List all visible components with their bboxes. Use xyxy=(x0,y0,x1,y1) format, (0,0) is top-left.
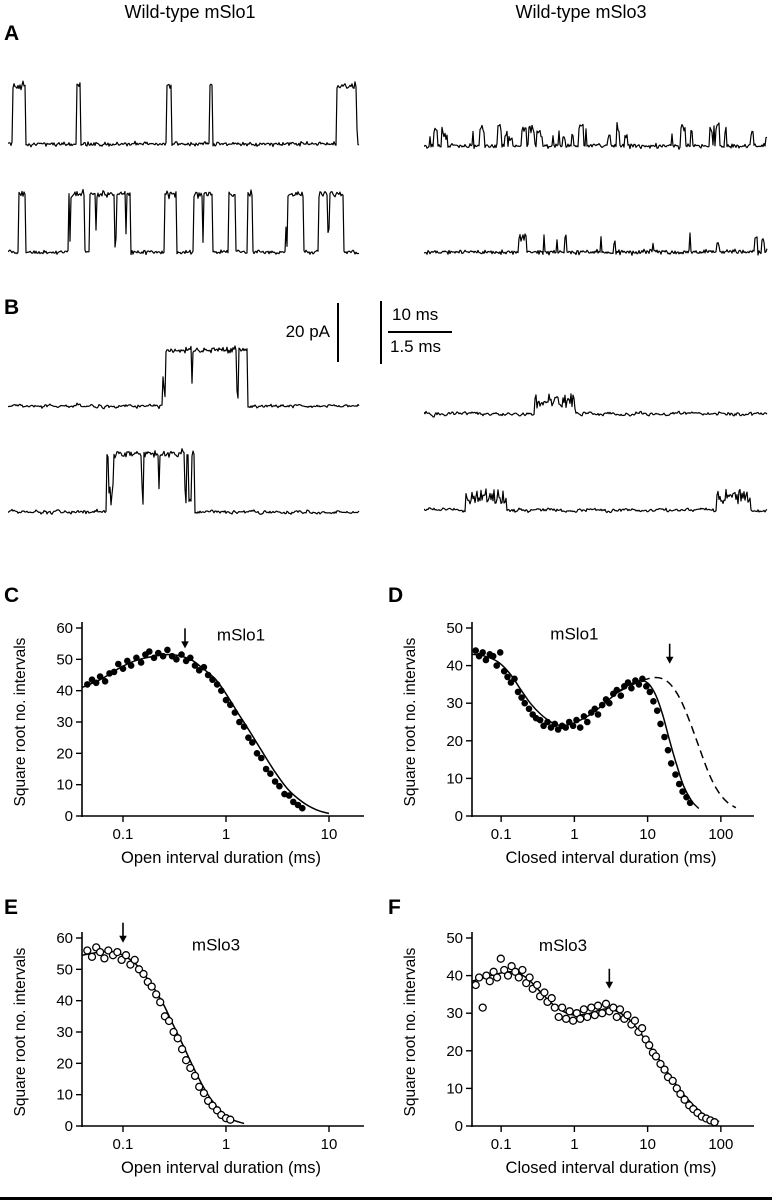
svg-text:60: 60 xyxy=(56,620,73,637)
svg-text:0.1: 0.1 xyxy=(491,1136,512,1153)
svg-text:50: 50 xyxy=(446,620,463,637)
mslo3-current-trace-2 xyxy=(424,232,768,256)
chart-mslo3-closed-histogram: 0 10 20 30 40 50 0.1 1 10 100 mSlo3 Closed interval… xyxy=(402,930,754,1177)
svg-text:30: 30 xyxy=(56,1024,73,1041)
svg-text:1: 1 xyxy=(222,1136,230,1153)
svg-text:40: 40 xyxy=(56,993,73,1010)
svg-text:10: 10 xyxy=(446,770,463,787)
mslo3-expanded-trace-2 xyxy=(424,488,768,514)
chart-mslo3-open-histogram: 0 10 20 30 40 50 60 0.1 1 10 mSlo3 Open interval du… xyxy=(12,922,364,1177)
svg-text:100: 100 xyxy=(708,826,733,843)
mslo1-current-trace-2 xyxy=(8,188,360,256)
svg-text:0.1: 0.1 xyxy=(491,826,512,843)
column-header-mslo3: Wild-type mSlo3 xyxy=(515,2,647,22)
current-scale-label: 20 pA xyxy=(285,322,330,341)
time-scale-lower-label: 1.5 ms xyxy=(390,337,442,356)
svg-text:10: 10 xyxy=(446,1080,463,1097)
panel-label-A: A xyxy=(4,22,20,45)
svg-text:10: 10 xyxy=(321,1136,338,1153)
mslo1-current-trace-1 xyxy=(8,80,360,148)
svg-text:60: 60 xyxy=(56,930,73,947)
svg-text:100: 100 xyxy=(708,1136,733,1153)
svg-text:30: 30 xyxy=(446,695,463,712)
svg-text:0: 0 xyxy=(65,1118,73,1135)
svg-text:0: 0 xyxy=(455,808,463,825)
svg-text:20: 20 xyxy=(446,733,463,750)
svg-text:40: 40 xyxy=(446,968,463,985)
svg-text:Closed interval duration (ms): Closed interval duration (ms) xyxy=(506,849,717,867)
svg-text:10: 10 xyxy=(639,826,656,843)
svg-text:mSlo1: mSlo1 xyxy=(217,626,265,645)
mslo1-expanded-trace-2 xyxy=(8,448,360,515)
svg-text:1: 1 xyxy=(570,826,578,843)
svg-text:Square root no. intervals: Square root no. intervals xyxy=(12,947,29,1116)
svg-text:Open interval duration (ms): Open interval duration (ms) xyxy=(121,1159,321,1177)
svg-text:30: 30 xyxy=(56,714,73,731)
svg-text:Square root no. intervals: Square root no. intervals xyxy=(402,947,419,1116)
panel-label-C: C xyxy=(4,584,20,607)
current-scale-bar xyxy=(337,303,339,362)
time-scale-divider xyxy=(388,331,452,333)
svg-text:1: 1 xyxy=(570,1136,578,1153)
svg-text:20: 20 xyxy=(56,1055,73,1072)
svg-text:40: 40 xyxy=(446,658,463,675)
svg-text:mSlo1: mSlo1 xyxy=(550,624,598,643)
time-scale-bar xyxy=(380,301,382,364)
chart-mslo1-closed-histogram: 0 10 20 30 40 50 0.1 1 10 100 mSlo1 Closed interval… xyxy=(402,620,754,867)
panel-label-F: F xyxy=(388,896,401,919)
svg-text:mSlo3: mSlo3 xyxy=(539,936,587,955)
figure-bottom-rule xyxy=(0,1197,772,1200)
column-header-mslo1: Wild-type mSlo1 xyxy=(124,2,256,22)
time-scale-upper-label: 10 ms xyxy=(392,305,439,324)
svg-text:50: 50 xyxy=(56,651,73,668)
svg-text:0: 0 xyxy=(455,1118,463,1135)
mslo3-current-trace-1 xyxy=(424,121,768,150)
svg-text:30: 30 xyxy=(446,1005,463,1022)
panel-label-D: D xyxy=(388,584,404,607)
panel-label-E: E xyxy=(4,896,19,919)
svg-text:10: 10 xyxy=(639,1136,656,1153)
svg-text:10: 10 xyxy=(321,826,338,843)
svg-text:1: 1 xyxy=(222,826,230,843)
svg-text:Closed interval duration (ms): Closed interval duration (ms) xyxy=(506,1159,717,1177)
mslo1-expanded-trace-1 xyxy=(8,345,360,410)
svg-text:10: 10 xyxy=(56,777,73,794)
svg-text:10: 10 xyxy=(56,1087,73,1104)
svg-text:mSlo3: mSlo3 xyxy=(192,936,240,955)
svg-text:20: 20 xyxy=(56,745,73,762)
svg-text:20: 20 xyxy=(446,1043,463,1060)
svg-text:Square root no. intervals: Square root no. intervals xyxy=(402,637,419,806)
svg-text:50: 50 xyxy=(446,930,463,947)
svg-text:0.1: 0.1 xyxy=(113,826,134,843)
chart-mslo1-open-histogram: 0 10 20 30 40 50 60 0.1 1 10 mSlo1 Open interval du… xyxy=(12,620,364,867)
svg-text:40: 40 xyxy=(56,683,73,700)
mslo3-expanded-trace-1 xyxy=(424,393,768,418)
svg-text:Square root no. intervals: Square root no. intervals xyxy=(12,637,29,806)
svg-text:50: 50 xyxy=(56,961,73,978)
svg-text:0: 0 xyxy=(65,808,73,825)
svg-text:0.1: 0.1 xyxy=(113,1136,134,1153)
svg-text:Open interval duration (ms): Open interval duration (ms) xyxy=(121,849,321,867)
panel-label-B: B xyxy=(4,296,20,319)
